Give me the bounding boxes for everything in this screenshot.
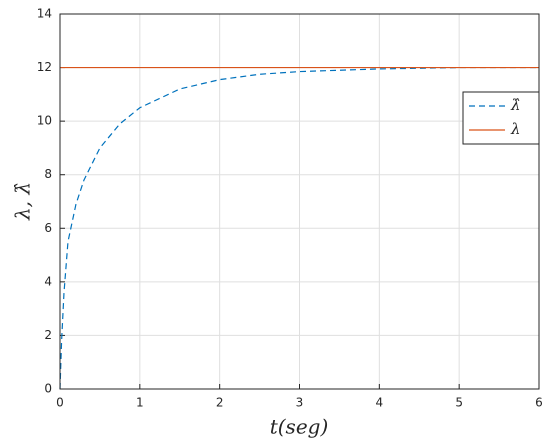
y-tick-label: 8 [44, 167, 52, 181]
y-axis-label: λ, λ̂ [11, 182, 35, 221]
y-tick-label: 0 [44, 382, 52, 396]
x-tick-label: 0 [56, 396, 64, 410]
x-tick-label: 3 [296, 396, 304, 410]
legend-label: λ̂ [510, 96, 521, 114]
plot-frame [59, 13, 540, 390]
data-line [59, 66, 539, 390]
x-axis-label: t(seg) [270, 415, 329, 439]
y-tick-label: 2 [44, 328, 52, 342]
y-tick-label: 4 [44, 274, 52, 288]
x-tick-label: 2 [216, 396, 224, 410]
x-tick-label: 1 [136, 396, 144, 410]
y-tick-label: 12 [37, 60, 52, 74]
x-tick-label: 5 [455, 396, 463, 410]
y-tick-label: 6 [44, 221, 52, 235]
x-tick-label: 4 [376, 396, 384, 410]
y-tick-label: 10 [37, 114, 52, 128]
x-tick-label: 6 [535, 396, 543, 410]
legend-label: λ [510, 120, 521, 138]
y-tick-label: 14 [37, 7, 52, 21]
legend-box [462, 91, 540, 145]
